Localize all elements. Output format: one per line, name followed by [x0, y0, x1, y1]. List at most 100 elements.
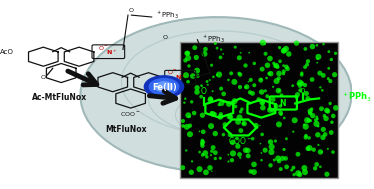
- Point: [312, 167, 318, 170]
- Point: [198, 95, 204, 98]
- Point: [264, 77, 270, 80]
- Point: [218, 48, 224, 51]
- Point: [294, 93, 300, 96]
- Point: [321, 43, 327, 46]
- Point: [315, 55, 321, 58]
- Point: [214, 47, 220, 50]
- Point: [267, 164, 273, 167]
- Point: [322, 133, 328, 136]
- Point: [237, 110, 243, 113]
- Point: [191, 112, 197, 115]
- Text: COO$^-$: COO$^-$: [228, 135, 252, 146]
- Point: [305, 147, 311, 150]
- Point: [292, 119, 298, 122]
- Point: [202, 48, 208, 51]
- Point: [245, 149, 251, 152]
- Point: [181, 74, 187, 77]
- Point: [194, 69, 200, 72]
- Point: [278, 168, 284, 171]
- Point: [314, 44, 320, 47]
- Point: [229, 159, 235, 162]
- Point: [209, 112, 215, 115]
- Point: [199, 142, 205, 145]
- Text: O: O: [129, 8, 134, 13]
- Point: [301, 123, 307, 126]
- Point: [259, 133, 265, 136]
- Point: [251, 84, 257, 87]
- Point: [315, 133, 321, 136]
- Point: [256, 98, 262, 101]
- Point: [333, 106, 339, 109]
- Point: [194, 91, 200, 94]
- Point: [272, 139, 278, 143]
- Point: [285, 67, 291, 70]
- Point: [272, 158, 278, 161]
- Point: [304, 63, 310, 66]
- Point: [226, 160, 232, 163]
- Point: [207, 166, 213, 169]
- Point: [281, 116, 287, 119]
- Point: [240, 119, 246, 122]
- Point: [281, 49, 287, 52]
- Point: [190, 74, 196, 77]
- Point: [188, 171, 194, 174]
- Point: [299, 73, 305, 76]
- Point: [280, 64, 286, 67]
- Point: [183, 149, 189, 152]
- Point: [203, 171, 209, 174]
- Point: [302, 66, 308, 69]
- Point: [276, 160, 282, 163]
- Point: [314, 61, 320, 64]
- Point: [290, 130, 296, 133]
- Text: O: O: [201, 87, 207, 96]
- Point: [325, 77, 331, 80]
- Point: [259, 101, 265, 104]
- Point: [208, 125, 214, 128]
- Point: [204, 80, 210, 83]
- Point: [277, 60, 283, 63]
- Point: [220, 133, 226, 136]
- Circle shape: [155, 82, 173, 92]
- Point: [302, 84, 308, 87]
- Point: [319, 107, 325, 110]
- Point: [194, 86, 200, 89]
- Point: [234, 137, 240, 140]
- Point: [262, 89, 268, 92]
- Point: [283, 47, 289, 50]
- Point: [180, 166, 186, 169]
- Point: [320, 136, 326, 139]
- Point: [236, 56, 242, 59]
- Point: [199, 144, 205, 147]
- Point: [196, 130, 202, 133]
- Point: [306, 119, 312, 122]
- Point: [222, 123, 228, 126]
- Point: [319, 150, 325, 153]
- Point: [311, 148, 317, 151]
- Point: [318, 150, 324, 153]
- Point: [332, 52, 338, 55]
- Point: [263, 52, 269, 55]
- Point: [238, 129, 244, 132]
- Point: [217, 157, 223, 160]
- Point: [315, 125, 321, 128]
- Point: [242, 64, 248, 67]
- Point: [230, 100, 236, 103]
- Point: [276, 77, 282, 80]
- Text: O: O: [163, 35, 168, 40]
- Point: [330, 151, 336, 154]
- Point: [275, 157, 281, 160]
- Point: [244, 85, 250, 88]
- Point: [305, 60, 311, 63]
- Point: [270, 98, 276, 101]
- Point: [280, 72, 286, 75]
- Point: [283, 137, 289, 140]
- Point: [276, 123, 282, 126]
- Point: [321, 114, 327, 117]
- Text: $^+$PPh$_3$: $^+$PPh$_3$: [155, 9, 179, 21]
- Point: [212, 157, 218, 160]
- Point: [303, 92, 309, 95]
- Point: [199, 114, 205, 117]
- Point: [237, 156, 243, 159]
- Point: [280, 50, 286, 53]
- Point: [307, 110, 313, 113]
